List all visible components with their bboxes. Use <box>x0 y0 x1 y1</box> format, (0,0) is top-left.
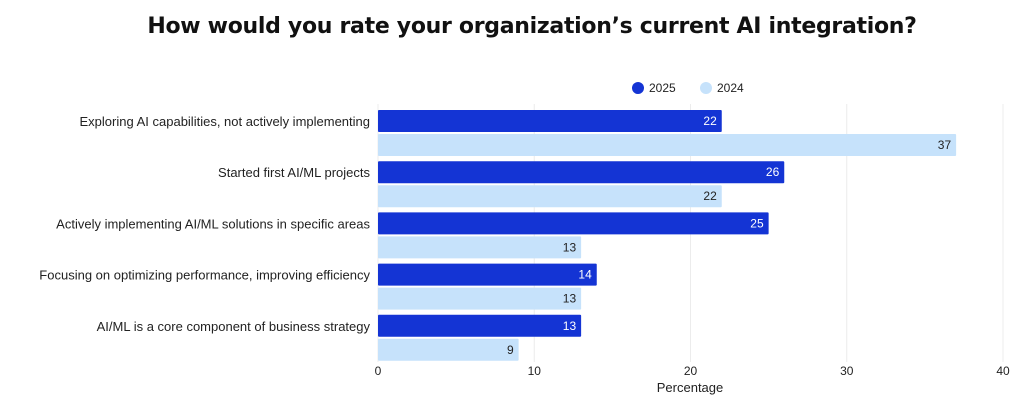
data-label-2024-2: 13 <box>563 240 577 254</box>
bar-2025-3 <box>378 263 597 286</box>
bar-2025-2 <box>378 212 769 235</box>
data-label-2025-1: 26 <box>766 165 780 179</box>
data-label-2024-3: 13 <box>563 292 577 306</box>
x-tick-label-0: 0 <box>375 364 382 378</box>
data-label-2025-2: 25 <box>750 216 764 230</box>
bar-2025-4 <box>378 314 582 337</box>
category-labels: Exploring AI capabilities, not actively … <box>39 114 370 334</box>
category-label-2: Actively implementing AI/ML solutions in… <box>56 216 370 231</box>
category-label-4: AI/ML is a core component of business st… <box>97 319 371 334</box>
x-tick-label-40: 40 <box>996 364 1010 378</box>
bar-2025-0 <box>378 110 722 132</box>
legend-label-2024: 2024 <box>717 81 744 95</box>
data-label-2024-4: 9 <box>507 343 514 357</box>
legend-swatch-2025 <box>632 82 644 94</box>
bar-2024-4 <box>378 338 519 361</box>
data-label-2024-1: 22 <box>703 189 717 203</box>
x-tick-label-10: 10 <box>528 364 542 378</box>
data-label-2025-0: 22 <box>703 114 717 128</box>
category-label-1: Started first AI/ML projects <box>218 165 370 180</box>
x-axis-ticks: 0 10 20 30 40 <box>375 364 1010 378</box>
x-tick-label-30: 30 <box>840 364 854 378</box>
category-label-3: Focusing on optimizing performance, impr… <box>39 268 370 283</box>
bar-2025-1 <box>378 161 785 184</box>
x-tick-label-20: 20 <box>684 364 698 378</box>
data-label-2025-4: 13 <box>563 319 577 333</box>
data-label-2025-3: 14 <box>578 268 592 282</box>
legend: 2025 2024 <box>632 81 744 95</box>
legend-label-2025: 2025 <box>649 81 676 95</box>
bar-2024-2 <box>378 236 582 259</box>
legend-swatch-2024 <box>700 82 712 94</box>
bar-2024-1 <box>378 185 722 208</box>
category-label-0: Exploring AI capabilities, not actively … <box>80 114 370 129</box>
x-axis-label: Percentage <box>657 380 724 395</box>
chart-title: How would you rate your organization’s c… <box>147 14 917 39</box>
bar-2024-0 <box>378 134 957 156</box>
bar-2024-3 <box>378 287 582 310</box>
data-label-2024-0: 37 <box>938 138 952 152</box>
